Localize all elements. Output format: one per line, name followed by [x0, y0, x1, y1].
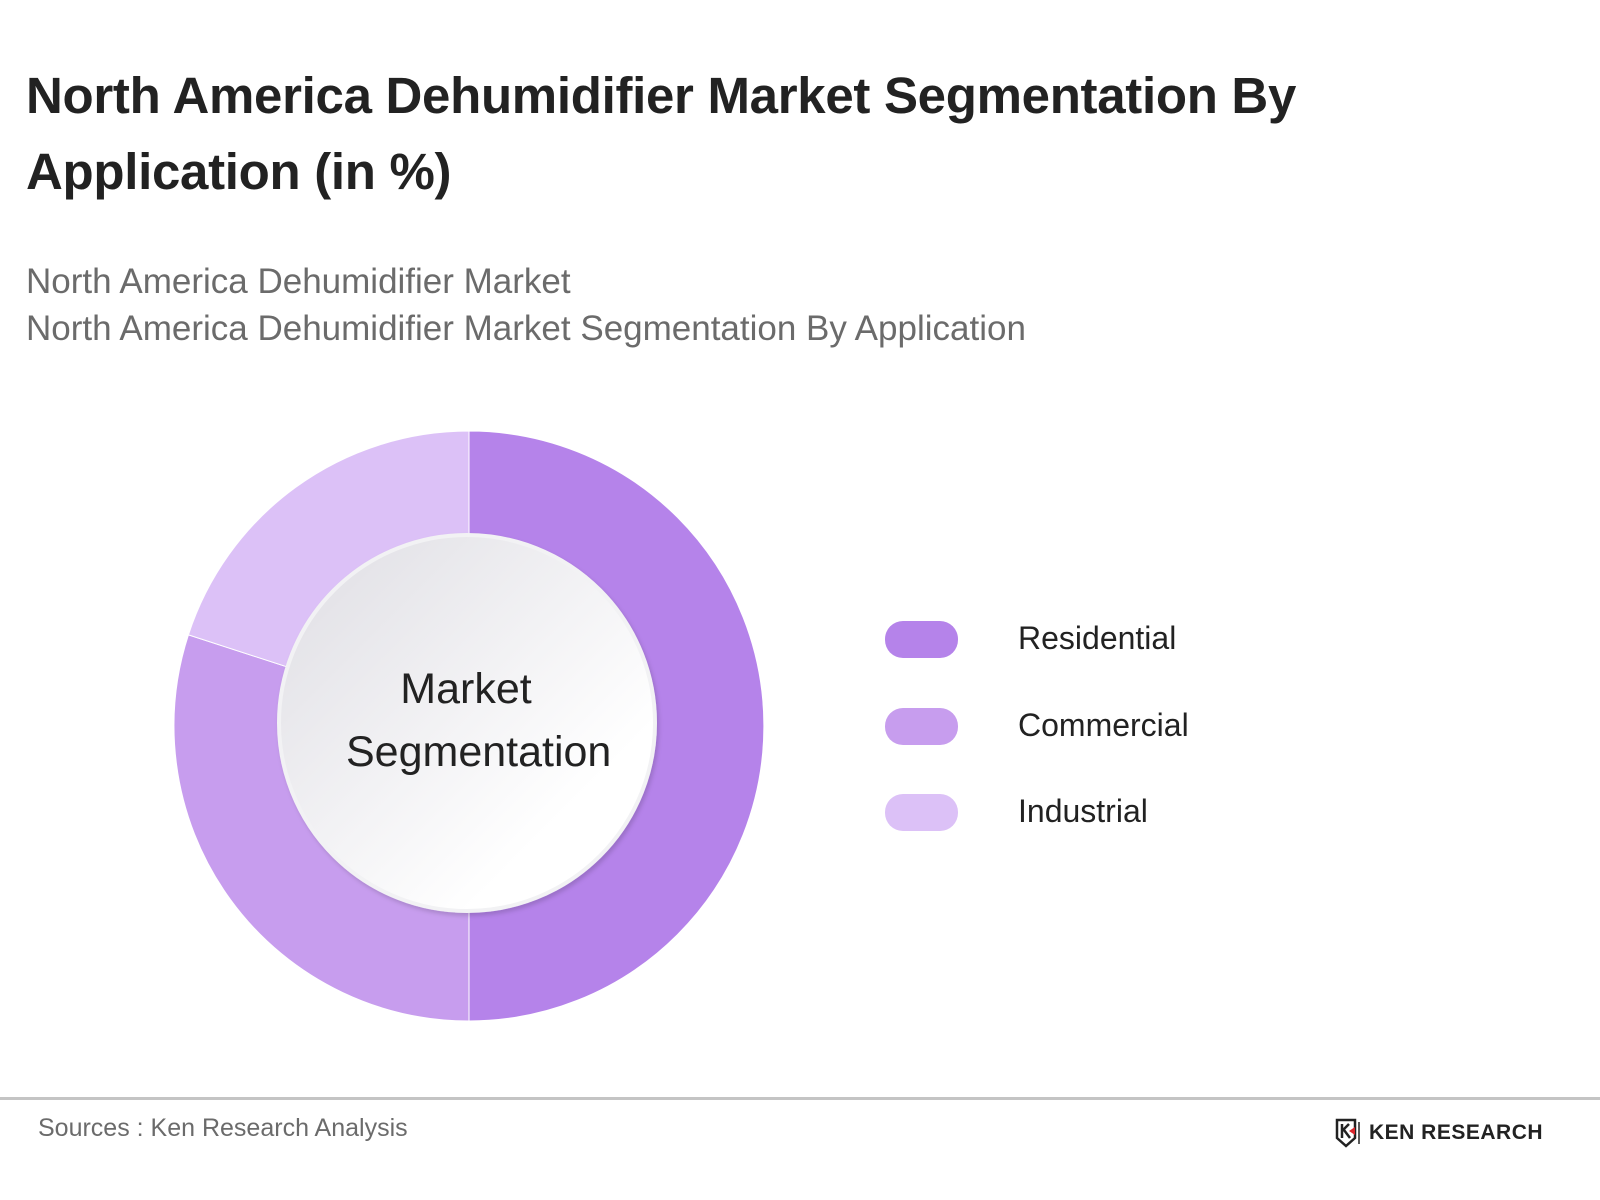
- brand-name: KEN RESEARCH: [1369, 1121, 1544, 1144]
- subtitle-line-2: North America Dehumidifier Market Segmen…: [26, 309, 1026, 348]
- legend-swatch-residential: [885, 621, 958, 658]
- donut-center-disc: [277, 533, 657, 913]
- chart-title: North America Dehumidifier Market Segmen…: [26, 67, 1297, 200]
- brand-logo: KEN RESEARCH: [1335, 1118, 1543, 1148]
- legend-label: Industrial: [1018, 793, 1148, 829]
- legend-item-industrial[interactable]: Industrial: [885, 793, 1285, 831]
- legend-label: Residential: [1018, 620, 1177, 656]
- legend-label: Commercial: [1018, 707, 1189, 743]
- center-label-line-1: Market: [400, 665, 532, 713]
- legend-item-commercial[interactable]: Commercial: [885, 707, 1285, 745]
- donut-center-label: Market Segmentation: [346, 658, 612, 784]
- donut-chart: [173, 430, 765, 1022]
- subtitle-line-1: North America Dehumidifier Market: [26, 262, 571, 301]
- source-note: Sources : Ken Research Analysis: [38, 1114, 408, 1142]
- ken-research-logo-icon: [1335, 1118, 1360, 1148]
- legend-item-residential[interactable]: Residential: [885, 620, 1285, 658]
- legend-swatch-commercial: [885, 708, 958, 745]
- center-label-line-2: Segmentation: [346, 728, 612, 776]
- legend-swatch-industrial: [885, 794, 958, 831]
- chart-area: Market Segmentation Residential Commerci…: [0, 400, 1600, 1060]
- footer-divider: [0, 1097, 1600, 1100]
- chart-subtitle: North America Dehumidifier Market North …: [26, 258, 1426, 352]
